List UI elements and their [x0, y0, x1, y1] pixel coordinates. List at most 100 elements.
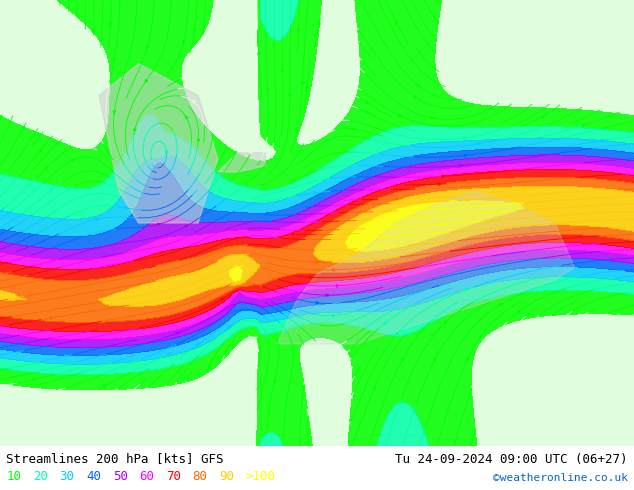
- FancyArrowPatch shape: [524, 349, 526, 353]
- FancyArrowPatch shape: [595, 372, 598, 376]
- FancyArrowPatch shape: [183, 41, 185, 44]
- FancyArrowPatch shape: [221, 112, 224, 116]
- FancyArrowPatch shape: [398, 114, 401, 116]
- FancyArrowPatch shape: [430, 116, 434, 119]
- FancyArrowPatch shape: [49, 337, 53, 340]
- FancyArrowPatch shape: [366, 101, 369, 104]
- FancyArrowPatch shape: [266, 86, 269, 90]
- FancyArrowPatch shape: [81, 371, 84, 374]
- FancyArrowPatch shape: [16, 101, 18, 105]
- FancyArrowPatch shape: [630, 421, 633, 425]
- FancyArrowPatch shape: [349, 395, 353, 398]
- FancyArrowPatch shape: [548, 360, 550, 364]
- FancyArrowPatch shape: [610, 390, 612, 393]
- FancyArrowPatch shape: [59, 35, 61, 38]
- FancyArrowPatch shape: [65, 355, 68, 358]
- FancyArrowPatch shape: [8, 89, 10, 93]
- FancyArrowPatch shape: [344, 391, 347, 394]
- FancyArrowPatch shape: [306, 85, 309, 88]
- FancyArrowPatch shape: [365, 111, 368, 113]
- FancyArrowPatch shape: [571, 343, 574, 347]
- FancyArrowPatch shape: [198, 52, 200, 56]
- Text: 20: 20: [33, 470, 48, 483]
- FancyArrowPatch shape: [184, 225, 188, 228]
- Polygon shape: [99, 64, 218, 223]
- FancyArrowPatch shape: [466, 357, 469, 361]
- FancyArrowPatch shape: [249, 24, 251, 28]
- FancyArrowPatch shape: [71, 159, 74, 162]
- FancyArrowPatch shape: [600, 108, 603, 111]
- FancyArrowPatch shape: [297, 27, 300, 30]
- FancyArrowPatch shape: [347, 46, 349, 49]
- FancyArrowPatch shape: [500, 303, 503, 306]
- FancyArrowPatch shape: [493, 362, 495, 366]
- FancyArrowPatch shape: [29, 416, 31, 419]
- FancyArrowPatch shape: [245, 392, 249, 394]
- FancyArrowPatch shape: [583, 355, 585, 358]
- FancyArrowPatch shape: [133, 361, 136, 364]
- FancyArrowPatch shape: [196, 344, 199, 347]
- FancyArrowPatch shape: [434, 357, 436, 361]
- FancyArrowPatch shape: [192, 412, 195, 416]
- FancyArrowPatch shape: [453, 37, 456, 40]
- FancyArrowPatch shape: [316, 261, 319, 264]
- FancyArrowPatch shape: [464, 25, 468, 28]
- FancyArrowPatch shape: [460, 55, 463, 58]
- FancyArrowPatch shape: [517, 311, 521, 313]
- FancyArrowPatch shape: [109, 23, 112, 26]
- FancyArrowPatch shape: [382, 236, 385, 239]
- FancyArrowPatch shape: [373, 386, 375, 390]
- FancyArrowPatch shape: [523, 188, 526, 191]
- FancyArrowPatch shape: [16, 23, 19, 26]
- FancyArrowPatch shape: [249, 150, 252, 154]
- Polygon shape: [278, 191, 574, 344]
- FancyArrowPatch shape: [623, 27, 626, 30]
- FancyArrowPatch shape: [113, 58, 115, 62]
- FancyArrowPatch shape: [13, 416, 15, 419]
- FancyArrowPatch shape: [4, 72, 6, 76]
- FancyArrowPatch shape: [119, 401, 122, 404]
- FancyArrowPatch shape: [336, 285, 339, 287]
- FancyArrowPatch shape: [326, 294, 329, 296]
- FancyArrowPatch shape: [193, 29, 197, 32]
- FancyArrowPatch shape: [273, 380, 276, 384]
- FancyArrowPatch shape: [446, 86, 449, 88]
- FancyArrowPatch shape: [46, 124, 49, 127]
- FancyArrowPatch shape: [565, 414, 568, 417]
- FancyArrowPatch shape: [582, 124, 585, 127]
- FancyArrowPatch shape: [417, 84, 420, 87]
- FancyArrowPatch shape: [207, 365, 210, 368]
- FancyArrowPatch shape: [333, 391, 336, 394]
- FancyArrowPatch shape: [211, 29, 214, 32]
- FancyArrowPatch shape: [477, 143, 481, 145]
- FancyArrowPatch shape: [42, 29, 44, 32]
- FancyArrowPatch shape: [395, 22, 398, 25]
- FancyArrowPatch shape: [288, 92, 291, 96]
- FancyArrowPatch shape: [603, 57, 605, 60]
- FancyArrowPatch shape: [587, 50, 590, 54]
- FancyArrowPatch shape: [533, 318, 536, 321]
- FancyArrowPatch shape: [582, 414, 585, 417]
- FancyArrowPatch shape: [436, 53, 439, 56]
- FancyArrowPatch shape: [89, 418, 93, 421]
- FancyArrowPatch shape: [176, 332, 179, 335]
- FancyArrowPatch shape: [50, 29, 53, 32]
- Text: 60: 60: [139, 470, 155, 483]
- FancyArrowPatch shape: [33, 379, 36, 381]
- FancyArrowPatch shape: [413, 95, 417, 98]
- FancyArrowPatch shape: [441, 207, 444, 210]
- FancyArrowPatch shape: [550, 327, 553, 331]
- FancyArrowPatch shape: [96, 218, 99, 220]
- FancyArrowPatch shape: [541, 116, 545, 118]
- FancyArrowPatch shape: [215, 402, 218, 406]
- FancyArrowPatch shape: [134, 129, 136, 132]
- FancyArrowPatch shape: [444, 321, 447, 324]
- FancyArrowPatch shape: [600, 401, 602, 405]
- FancyArrowPatch shape: [463, 137, 467, 140]
- FancyArrowPatch shape: [178, 408, 180, 411]
- FancyArrowPatch shape: [185, 116, 188, 119]
- FancyArrowPatch shape: [257, 50, 260, 54]
- FancyArrowPatch shape: [219, 35, 221, 38]
- FancyArrowPatch shape: [318, 21, 320, 24]
- FancyArrowPatch shape: [39, 149, 42, 152]
